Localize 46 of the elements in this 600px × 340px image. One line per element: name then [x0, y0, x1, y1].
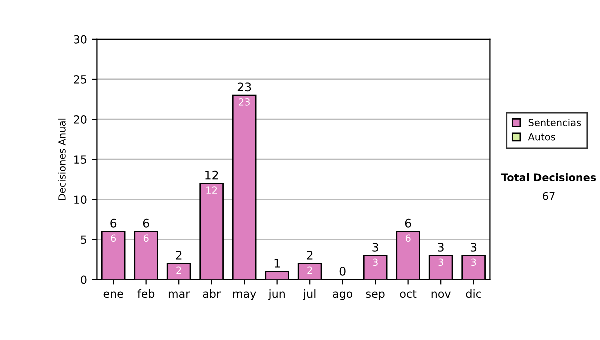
legend-label: Autos [528, 134, 556, 141]
data-label: 3 [438, 258, 444, 266]
x-tick-label: ago [333, 292, 353, 300]
x-tick-label: dic [466, 290, 482, 298]
data-label: 6 [144, 234, 149, 242]
y-tick-label: 30 [74, 35, 87, 44]
x-tick-label: jun [268, 290, 285, 300]
x-tick-label: nov [432, 292, 451, 298]
total-label: 6 [143, 218, 150, 228]
y-axis-title: Decisiones Anual [58, 118, 66, 200]
total-label: 6 [405, 218, 412, 228]
data-label: 2 [308, 266, 312, 274]
text: Total Decisiones [501, 173, 596, 182]
y-tick-label: 5 [81, 236, 87, 244]
x-tick-label: may [233, 292, 256, 300]
data-label: 3 [471, 258, 476, 266]
x-tick-label: ene [104, 292, 124, 298]
total-label: 6 [110, 218, 117, 228]
data-label: 6 [111, 234, 116, 242]
data-label: 12 [206, 186, 218, 194]
text: 67 [543, 192, 555, 200]
total-label: 3 [470, 242, 477, 252]
x-tick-label: sep [366, 292, 385, 300]
legend-label: Sentencias [528, 118, 582, 126]
x-tick-label: feb [138, 290, 155, 298]
total-label: 23 [238, 82, 252, 92]
x-tick-label: abr [203, 290, 222, 298]
y-tick-label: 10 [74, 196, 87, 204]
x-tick-label: oct [400, 290, 417, 298]
data-label: 2 [176, 266, 182, 274]
data-label: 3 [373, 258, 378, 266]
total-label: 0 [340, 267, 346, 276]
total-label: 2 [176, 250, 182, 260]
y-tick-label: 0 [81, 276, 87, 284]
x-tick-label: mar [168, 292, 190, 298]
x-tick-label: jul [303, 290, 316, 300]
y-tick-label: 25 [74, 75, 87, 84]
total-label: 12 [206, 170, 218, 180]
total-label: 3 [438, 242, 444, 252]
total-label: 3 [372, 242, 378, 252]
data-label: 23 [239, 98, 250, 106]
y-tick-label: 15 [74, 156, 87, 164]
total-label: 2 [307, 250, 313, 260]
data-label: 6 [406, 234, 411, 242]
y-tick-label: 20 [74, 116, 87, 124]
total-label: 1 [274, 259, 280, 268]
